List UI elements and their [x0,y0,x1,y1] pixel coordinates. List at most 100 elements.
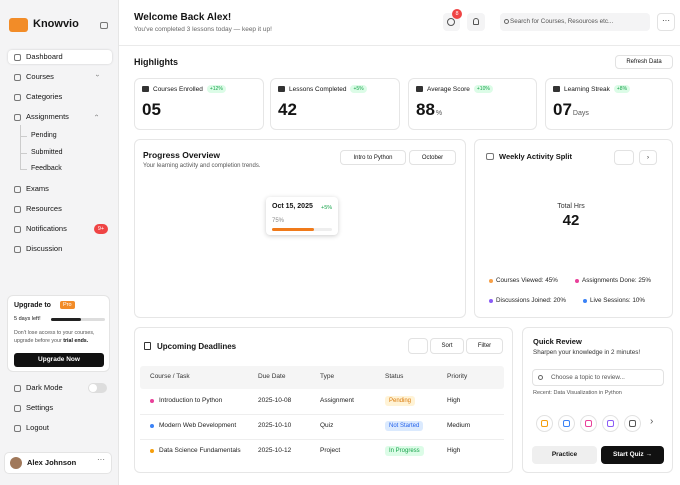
cell: Medium [447,422,471,429]
stat-label: Courses Enrolled [153,85,203,93]
chevron: › [93,74,101,77]
sub-nav-item[interactable]: Feedback [31,165,62,172]
topic-chip[interactable] [536,415,553,432]
header-subtitle: You've completed 3 lessons today — keep … [134,26,272,33]
nav-item[interactable]: Assignments [26,112,69,121]
cell: High [447,397,461,404]
menu-button[interactable]: ··· [657,13,675,31]
cell: 2025-10-08 [258,397,292,404]
sub-nav-item[interactable]: Pending [31,132,57,139]
upgrade-button[interactable]: Upgrade Now [14,353,104,367]
nav-item[interactable]: Dark Mode [26,383,63,392]
sub-nav-item[interactable]: Submitted [31,149,63,156]
filter-label: Filter [477,343,492,349]
nav-icon [14,73,21,81]
cell: Data Science Fundamentals [159,447,241,454]
row-dot [150,399,154,403]
search-icon [504,19,509,24]
stat-change: +8% [613,85,631,93]
activity-search[interactable] [614,150,634,165]
stat-unit: % [435,110,443,117]
legend-label: Live Sessions: 10% [590,297,645,304]
nav-item[interactable]: Notifications [26,224,67,233]
month-filter[interactable]: October [409,150,456,165]
topic-chip-icon [629,420,636,427]
nav-icon [14,185,21,193]
collapse-icon[interactable] [100,22,108,29]
deadlines-search[interactable] [408,338,428,354]
cell: High [447,447,461,454]
nav-item[interactable]: Courses [26,72,54,81]
tooltip-date: Oct 15, 2025 [272,203,313,210]
practice-button[interactable]: Practice [532,446,597,464]
nav-icon [14,205,21,213]
sort-button[interactable]: Sort [430,338,464,354]
topic-chip[interactable] [624,415,641,432]
tooltip-change: +5% [321,205,333,211]
dark-toggle[interactable] [88,383,107,393]
topic-chip[interactable] [602,415,619,432]
nav-item[interactable]: Settings [26,403,54,412]
stat-unit: Days [572,110,589,117]
messages-icon [447,18,455,26]
activity-next[interactable]: › [639,150,657,165]
deadlines-icon [144,342,151,350]
column-header: Priority [447,373,468,380]
nav-item[interactable]: Discussion [26,244,63,253]
quick-review-title: Quick Review [533,337,582,346]
stat-value: 07 [553,100,572,119]
filter-button[interactable]: Filter [466,338,503,354]
progress-subtitle: Your learning activity and completion tr… [143,163,261,169]
activity-icon [486,153,494,160]
stat-label: Lessons Completed [289,85,347,93]
stat-value: 42 [278,100,297,119]
search-placeholder: Search for Courses, Resources etc... [510,18,614,25]
topic-input[interactable] [532,369,664,386]
trial-fill [51,318,81,321]
topic-chip[interactable] [580,415,597,432]
tree-branch [20,153,27,154]
stat-icon [142,86,149,92]
topic-chip-icon [585,420,592,427]
upgrade-text: Don't lose access to your courses, upgra… [14,330,95,344]
legend-label: Discussions Joined: 20% [496,297,567,304]
tree-branch [20,136,27,137]
nav-item[interactable]: Exams [26,184,49,193]
stat-header: Learning Streak +8% [564,85,631,93]
stat-card [134,78,264,130]
user-card[interactable] [4,452,112,474]
topic-chip-icon [607,420,614,427]
stat-change: +12% [206,85,226,93]
sidebar [0,0,119,485]
search-box[interactable] [500,13,650,31]
status-pill: Pending [385,396,416,406]
course-filter[interactable]: Intro to Python [340,150,406,165]
month-filter-label: October [421,154,444,161]
legend-dot [575,279,579,283]
nav-icon [14,404,21,412]
refresh-button[interactable]: Refresh Data [615,55,673,69]
avatar [10,457,22,469]
stat-header: Courses Enrolled +12% [153,85,226,93]
start-quiz-button[interactable]: Start Quiz → [601,446,664,464]
chevron: › [93,114,101,117]
column-header: Type [320,373,335,380]
nav-item[interactable]: Resources [26,204,62,213]
stat-header: Lessons Completed +5% [289,85,367,93]
row-divider [140,414,504,415]
nav-item[interactable]: Logout [26,423,49,432]
stat-label: Average Score [427,85,470,93]
stat-change: +5% [350,85,367,93]
topics-next[interactable]: › [650,416,654,427]
refresh-label: Refresh Data [626,59,662,65]
cell: Assignment [320,397,354,404]
nav-icon [14,113,21,121]
cell: Modern Web Development [159,422,237,429]
nav-item[interactable]: Categories [26,92,63,101]
nav-item[interactable]: Dashboard [26,52,63,61]
nav-icon [14,245,21,253]
topic-chip-icon [541,420,548,427]
legend-label: Assignments Done: 25% [582,277,651,284]
active-nav [8,50,112,64]
topic-chip[interactable] [558,415,575,432]
